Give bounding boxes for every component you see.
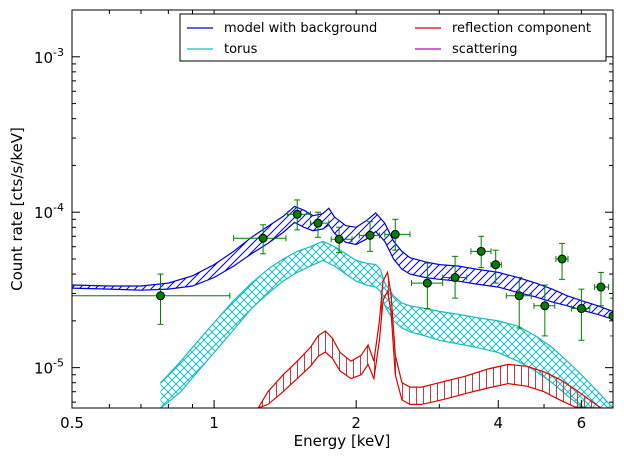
line-upper-reflection-component bbox=[257, 270, 602, 408]
data-point-13 bbox=[533, 284, 556, 337]
y-axis-label: Count rate [cts/s/keV] bbox=[8, 127, 26, 291]
data-point-marker bbox=[258, 233, 268, 243]
data-point-marker bbox=[596, 282, 606, 292]
data-point-16 bbox=[594, 271, 610, 307]
data-point-marker bbox=[540, 301, 550, 311]
data-point-marker bbox=[608, 311, 613, 321]
data-point-marker bbox=[491, 260, 501, 270]
x-tick-label: 2 bbox=[351, 414, 361, 432]
data-point-1 bbox=[72, 273, 231, 325]
legend-label-reflection: reflection component bbox=[452, 21, 591, 36]
data-point-marker bbox=[576, 304, 586, 314]
data-point-marker bbox=[365, 230, 375, 240]
data-point-marker bbox=[450, 273, 460, 283]
data-point-10 bbox=[470, 235, 492, 269]
data-point-3 bbox=[286, 199, 311, 231]
line-upper-model-with-background bbox=[72, 205, 613, 312]
band-torus bbox=[160, 241, 613, 408]
legend: model with background torus reflection c… bbox=[179, 13, 607, 62]
data-point-6 bbox=[358, 221, 380, 252]
data-point-8 bbox=[411, 262, 444, 310]
data-point-marker bbox=[292, 209, 302, 219]
axis-ticks: 0.5 1 2 4 6 10-5 10-4 10-3 bbox=[34, 9, 614, 432]
data-point-marker bbox=[156, 291, 166, 301]
data-point-15 bbox=[571, 288, 591, 341]
data-point-marker bbox=[422, 278, 432, 288]
legend-label-scattering: scattering bbox=[452, 42, 518, 57]
data-point-12 bbox=[505, 277, 532, 329]
data-point-7 bbox=[384, 218, 411, 251]
data-point-5 bbox=[330, 226, 353, 254]
x-axis-label: Energy [keV] bbox=[294, 432, 391, 450]
data-point-marker bbox=[514, 291, 524, 301]
x-tick-label: 1 bbox=[209, 414, 219, 432]
plot-frame bbox=[71, 9, 614, 409]
y-tick-label: 10-5 bbox=[34, 357, 64, 378]
legend-box bbox=[179, 13, 607, 62]
band-model-with-background bbox=[72, 206, 613, 320]
data-point-marker bbox=[334, 234, 344, 244]
data-point-marker bbox=[313, 218, 323, 228]
data-point-marker bbox=[390, 229, 400, 239]
data-point-2 bbox=[233, 224, 287, 255]
legend-label-torus: torus bbox=[224, 42, 258, 57]
legend-label-model: model with background bbox=[224, 21, 377, 36]
data-point-marker bbox=[557, 254, 567, 264]
line-upper-torus bbox=[160, 240, 613, 408]
x-tick-label: 0.5 bbox=[60, 414, 84, 432]
x-tick-label: 4 bbox=[494, 414, 504, 432]
line-lower-reflection-component bbox=[257, 289, 601, 408]
y-tick-label: 10-3 bbox=[34, 46, 64, 67]
x-tick-label: 6 bbox=[577, 414, 587, 432]
data-point-4 bbox=[309, 211, 330, 238]
data-point-11 bbox=[490, 249, 502, 284]
y-tick-label: 10-4 bbox=[34, 201, 64, 222]
band-reflection-component bbox=[258, 272, 601, 408]
data-points-layer bbox=[72, 199, 613, 341]
data-point-marker bbox=[476, 246, 486, 256]
data-point-14 bbox=[555, 242, 569, 280]
data-point-9 bbox=[442, 255, 468, 299]
